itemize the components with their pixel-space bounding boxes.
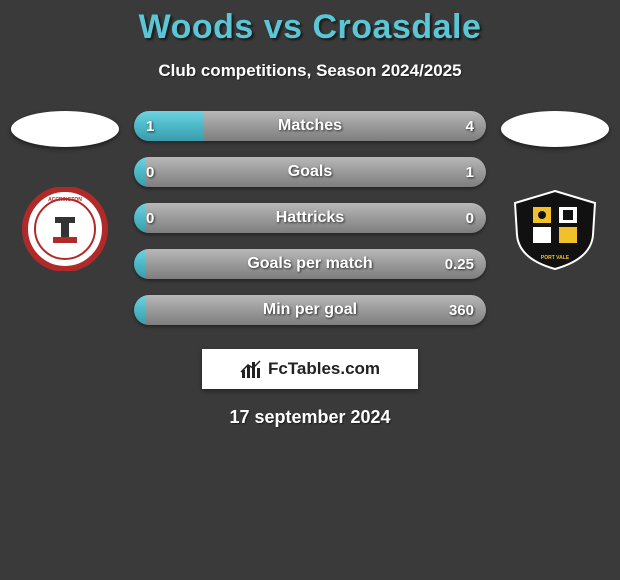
stat-bar: 360Min per goal [134, 295, 486, 325]
stat-bar-right-fill [145, 157, 486, 187]
left-player-oval [11, 111, 119, 147]
stat-bar-left-fill [134, 295, 145, 325]
brand-text: FcTables.com [268, 359, 380, 379]
stat-bar-left-fill [134, 111, 204, 141]
page-subtitle: Club competitions, Season 2024/2025 [0, 61, 620, 81]
stat-bar: 01Goals [134, 157, 486, 187]
stat-bar-left-value: 1 [146, 111, 154, 141]
footer: FcTables.com 17 september 2024 [0, 349, 620, 428]
stat-bar-right-fill [145, 203, 486, 233]
brand-badge: FcTables.com [202, 349, 418, 389]
comparison-card: Woods vs Croasdale Club competitions, Se… [0, 0, 620, 428]
stat-bar-left-fill [134, 249, 145, 279]
stat-bars: 14Matches01Goals00Hattricks0.25Goals per… [124, 111, 496, 341]
left-player-column: ACCRINGTON [6, 111, 124, 271]
stat-bar-right-value: 360 [449, 295, 474, 325]
right-player-column: PORT VALE [496, 111, 614, 271]
accrington-crest-icon: ACCRINGTON [15, 187, 115, 271]
port-vale-crest-icon: PORT VALE [505, 187, 605, 271]
stat-bar-right-fill [145, 295, 486, 325]
stat-bar: 14Matches [134, 111, 486, 141]
stat-bar-right-value: 4 [466, 111, 474, 141]
stat-bar: 0.25Goals per match [134, 249, 486, 279]
stat-bar-right-value: 0 [466, 203, 474, 233]
stat-bar-right-fill [145, 249, 486, 279]
right-club-crest: PORT VALE [505, 187, 605, 271]
stat-bar-right-fill [204, 111, 486, 141]
page-title: Woods vs Croasdale [0, 8, 620, 47]
svg-text:PORT VALE: PORT VALE [541, 255, 570, 261]
stat-bar-right-value: 0.25 [445, 249, 474, 279]
stat-bar-right-value: 1 [466, 157, 474, 187]
left-club-crest: ACCRINGTON [15, 187, 115, 271]
date-text: 17 september 2024 [229, 407, 390, 428]
bar-chart-icon [240, 358, 262, 380]
stat-bar: 00Hattricks [134, 203, 486, 233]
stat-bar-left-fill [134, 203, 145, 233]
svg-text:ACCRINGTON: ACCRINGTON [48, 197, 82, 203]
main-row: ACCRINGTON 14Matches01Goals00Hattricks0.… [0, 111, 620, 341]
right-player-oval [501, 111, 609, 147]
stat-bar-left-value: 0 [146, 157, 154, 187]
stat-bar-left-fill [134, 157, 145, 187]
stat-bar-left-value: 0 [146, 203, 154, 233]
